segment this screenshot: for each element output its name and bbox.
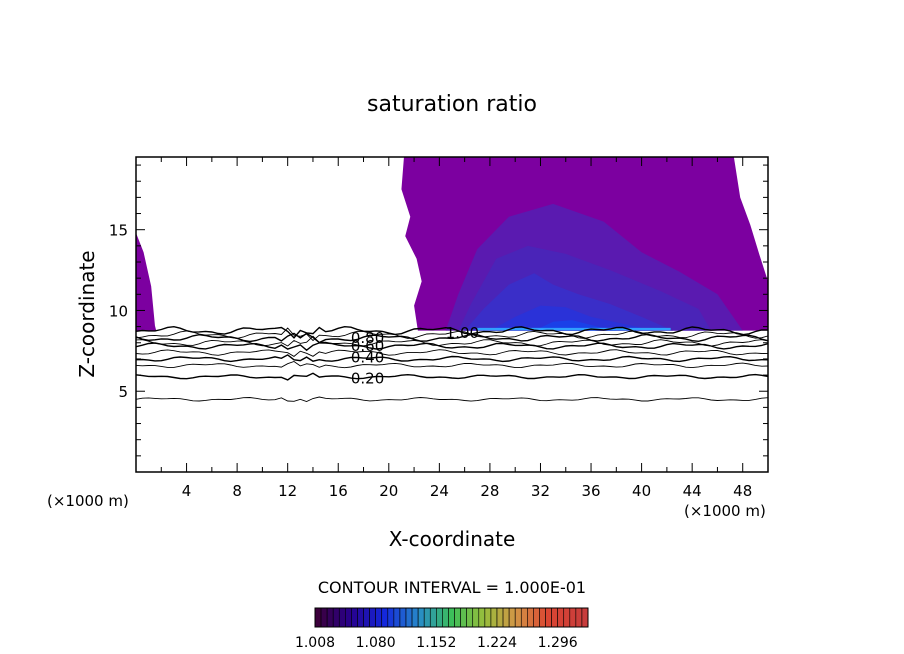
- colorbar-frame: [314, 607, 589, 628]
- colorbar-cell: [448, 607, 455, 628]
- region-supersaturated-core-4: [489, 305, 655, 331]
- contour-label: 0.60: [351, 337, 384, 355]
- colorbar-cell: [326, 607, 334, 628]
- colorbar-cell: [472, 607, 480, 628]
- colorbar-cell: [345, 607, 352, 628]
- colorbar-cell: [533, 607, 540, 628]
- x-tick-label: 48: [733, 482, 752, 500]
- colorbar-cell: [429, 607, 437, 628]
- y-tick-label: 10: [109, 302, 128, 320]
- colorbar-cell: [460, 607, 467, 628]
- y-axis: 5 10 15: [109, 164, 768, 457]
- colorbar-cell: [557, 607, 565, 628]
- colorbar-cell: [423, 607, 431, 628]
- colorbar-tick-label: 1.008: [295, 635, 335, 651]
- contour-interval-label: CONTOUR INTERVAL = 1.000E-01: [318, 578, 586, 597]
- colorbar-cell: [575, 607, 583, 628]
- contour-label: 0.40: [351, 348, 384, 366]
- colorbar-tick-label: 1.152: [416, 635, 456, 651]
- colorbar-cell: [411, 607, 419, 628]
- colorbar-cell: [436, 607, 443, 628]
- colorbar: [314, 607, 589, 628]
- colorbar-cell: [514, 607, 522, 628]
- colorbar-cell: [551, 607, 558, 628]
- x-tick-label: 44: [683, 482, 702, 500]
- contour-line-0.1: [136, 396, 768, 402]
- colorbar-cell: [466, 607, 474, 628]
- colorbar-cell: [496, 607, 504, 628]
- y-axis-label: Z-coordinate: [75, 250, 99, 377]
- x-axis-label: X-coordinate: [389, 527, 516, 551]
- colorbar-cell: [314, 607, 322, 628]
- colorbar-cell: [332, 607, 340, 628]
- colorbar-cell: [351, 607, 358, 628]
- plot-area: 0.20 0.400.600.80 1.00: [135, 156, 769, 473]
- colorbar-cell: [478, 607, 486, 628]
- colorbar-cell: [393, 607, 401, 628]
- colorbar-tick-label: 1.296: [538, 635, 578, 651]
- y-tick-label: 5: [118, 383, 128, 401]
- x-axis: 4 8 12 16 20 24 28 32 36 40 44 48: [160, 157, 752, 500]
- contour-label: 0.80: [351, 329, 384, 347]
- contour-line-0.7: [136, 335, 768, 347]
- colorbar-cell: [502, 607, 510, 628]
- x-unit-label-left: (×1000 m): [47, 492, 129, 510]
- y-tick-label: 15: [109, 222, 128, 240]
- x-tick-label: 32: [531, 482, 550, 500]
- contour-line-0.3: [136, 360, 768, 369]
- region-left-patch: [136, 232, 157, 331]
- x-tick-label: 12: [278, 482, 297, 500]
- contour-label: 1.00: [446, 324, 479, 342]
- contour-line-0.4: [136, 354, 768, 363]
- colorbar-cell: [454, 607, 461, 628]
- chart-title: saturation ratio: [367, 92, 537, 117]
- colorbar-cell: [338, 607, 346, 628]
- x-tick-label: 8: [232, 482, 242, 500]
- colorbar-cell: [527, 607, 534, 628]
- colorbar-cell: [399, 607, 407, 628]
- colorbar-cell: [545, 607, 552, 628]
- x-tick-label: 16: [329, 482, 348, 500]
- contour-line-0.8: [136, 332, 768, 344]
- colorbar-cell: [375, 607, 383, 628]
- contour-line-0.6: [136, 342, 768, 352]
- colorbar-cell: [563, 607, 571, 628]
- colorbar-cell: [442, 607, 449, 628]
- x-tick-label: 36: [581, 482, 600, 500]
- colorbar-cell: [490, 607, 498, 628]
- colorbar-labels: 1.008 1.080 1.152 1.224 1.296: [295, 635, 578, 651]
- contour-label: 0.20: [351, 369, 384, 387]
- x-unit-label-right: (×1000 m): [684, 502, 766, 520]
- colorbar-cell: [539, 607, 546, 628]
- x-tick-label: 24: [430, 482, 449, 500]
- x-tick-label: 40: [632, 482, 651, 500]
- colorbar-cell: [484, 607, 492, 628]
- x-tick-label: 20: [379, 482, 398, 500]
- colorbar-tick-label: 1.080: [356, 635, 396, 651]
- contour-line-1.0: [136, 325, 768, 339]
- x-tick-label: 28: [480, 482, 499, 500]
- colorbar-cell: [405, 607, 413, 628]
- colorbar-cell: [508, 607, 516, 628]
- colorbar-cell: [381, 607, 389, 628]
- colorbar-tick-label: 1.224: [477, 635, 517, 651]
- colorbar-cell: [520, 607, 528, 628]
- colorbar-cell: [387, 607, 395, 628]
- colorbar-cell: [569, 607, 577, 628]
- colorbar-cell: [357, 607, 364, 628]
- x-tick-label: 4: [182, 482, 192, 500]
- contour-line-0.2: [136, 372, 768, 381]
- colorbar-cell: [581, 607, 589, 628]
- colorbar-cell: [417, 607, 425, 628]
- plot-frame: [135, 156, 769, 473]
- colorbar-cell: [363, 607, 370, 628]
- contour-line-0.5: [136, 349, 768, 357]
- contour-line-0.9: [136, 327, 768, 342]
- colorbar-cell: [369, 607, 376, 628]
- colorbar-cell: [320, 607, 328, 628]
